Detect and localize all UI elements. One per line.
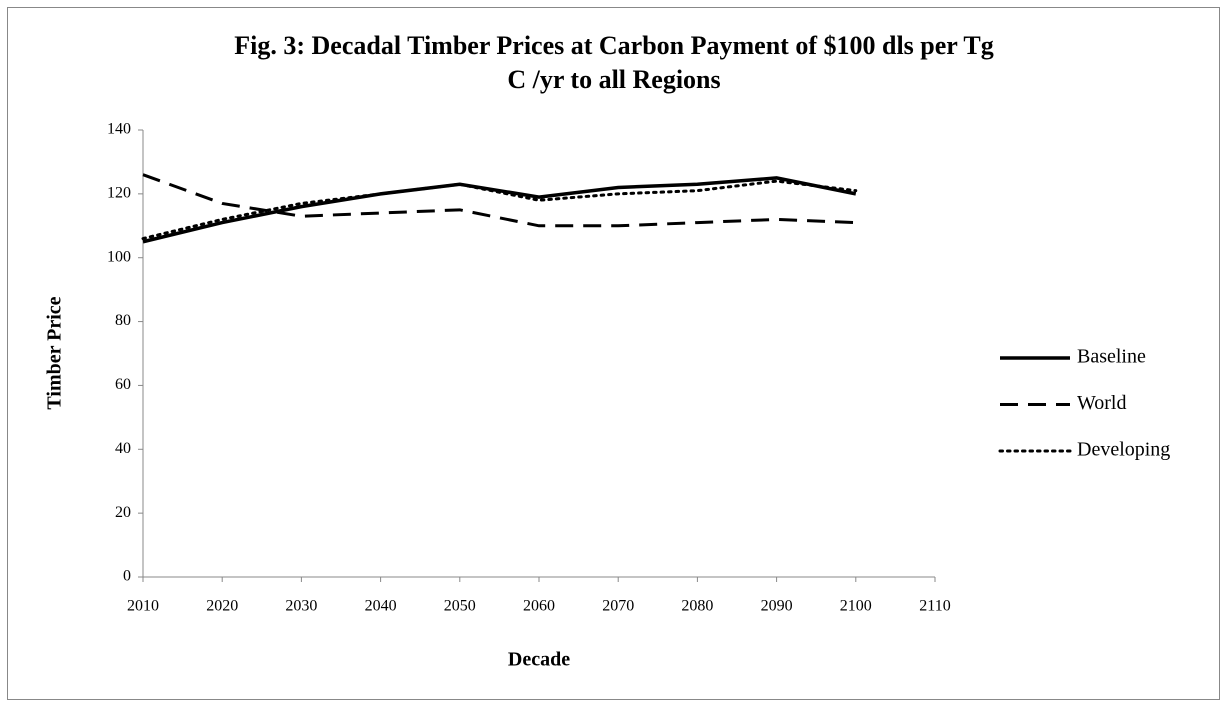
series-line xyxy=(141,179,858,241)
chart-border xyxy=(7,7,1220,700)
legend-label: Baseline xyxy=(1077,346,1146,368)
y-tick-label: 0 xyxy=(123,568,131,585)
y-tick-label: 20 xyxy=(115,504,131,521)
chart-title: C /yr to all Regions xyxy=(507,65,720,94)
y-tick-label: 40 xyxy=(115,440,131,457)
y-tick-label: 80 xyxy=(115,312,131,329)
series-line xyxy=(142,176,857,244)
legend-label: World xyxy=(1077,392,1127,414)
legend-label: Developing xyxy=(1077,439,1170,461)
x-tick-label: 2080 xyxy=(681,598,713,615)
x-tick-label: 2010 xyxy=(127,598,159,615)
x-tick-label: 2020 xyxy=(206,598,238,615)
x-tick-label: 2060 xyxy=(523,598,555,615)
x-tick-label: 2110 xyxy=(919,598,950,615)
series-line xyxy=(142,173,856,228)
y-tick-label: 140 xyxy=(107,121,131,138)
chart-title: Fig. 3: Decadal Timber Prices at Carbon … xyxy=(234,31,994,60)
y-axis-title: Timber Price xyxy=(44,296,66,409)
y-tick-label: 100 xyxy=(107,248,131,265)
x-tick-label: 2030 xyxy=(285,598,317,615)
x-axis-title: Decade xyxy=(508,649,570,671)
x-tick-label: 2040 xyxy=(365,598,397,615)
x-tick-label: 2100 xyxy=(840,598,872,615)
x-tick-label: 2090 xyxy=(761,598,793,615)
y-tick-label: 60 xyxy=(115,376,131,393)
y-tick-label: 120 xyxy=(107,185,131,202)
x-tick-label: 2050 xyxy=(444,598,476,615)
x-tick-label: 2070 xyxy=(602,598,634,615)
